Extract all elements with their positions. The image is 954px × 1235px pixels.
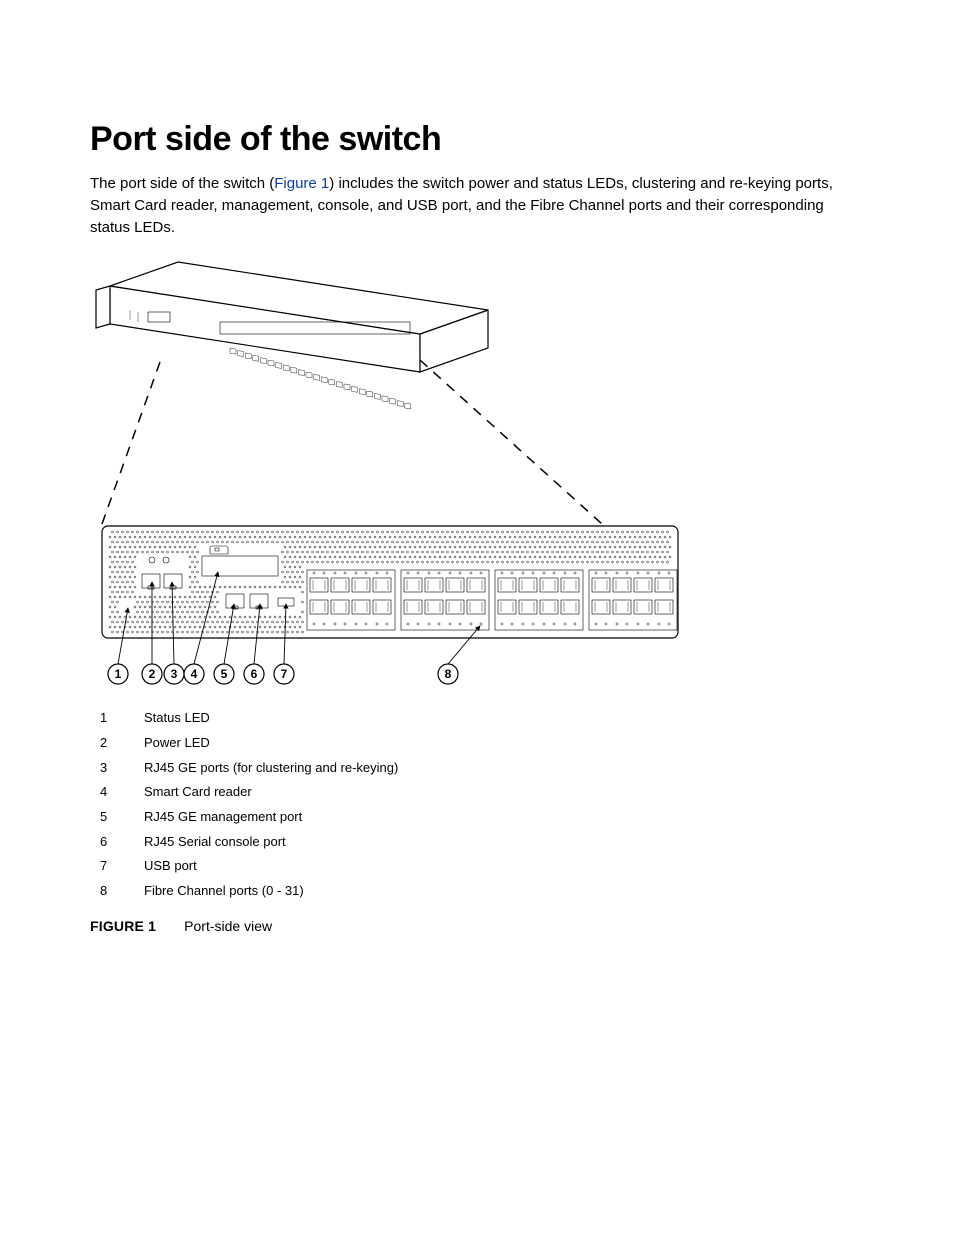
intro-text-pre: The port side of the switch ( bbox=[90, 175, 274, 192]
legend-row: 7USB port bbox=[100, 854, 864, 879]
legend-row: 8Fibre Channel ports (0 - 31) bbox=[100, 879, 864, 904]
legend-row: 3RJ45 GE ports (for clustering and re-ke… bbox=[100, 756, 864, 781]
svg-text:6: 6 bbox=[251, 667, 258, 681]
svg-text:4: 4 bbox=[191, 667, 198, 681]
legend-num: 8 bbox=[100, 879, 144, 904]
figure-link[interactable]: Figure 1 bbox=[274, 175, 329, 192]
svg-text:8: 8 bbox=[445, 667, 452, 681]
iso-chassis bbox=[96, 262, 488, 409]
legend-row: 5RJ45 GE management port bbox=[100, 805, 864, 830]
svg-text:7: 7 bbox=[281, 667, 288, 681]
svg-text:3: 3 bbox=[171, 667, 178, 681]
document-page: Port side of the switch The port side of… bbox=[0, 0, 954, 994]
legend-text: Power LED bbox=[144, 731, 210, 756]
switch-diagram-svg: 1 2 34 5 6 7 8 bbox=[90, 256, 690, 696]
legend-text: Fibre Channel ports (0 - 31) bbox=[144, 879, 304, 904]
legend-num: 2 bbox=[100, 731, 144, 756]
legend-row: 1Status LED bbox=[100, 706, 864, 731]
legend-row: 2Power LED bbox=[100, 731, 864, 756]
legend-text: RJ45 GE ports (for clustering and re-key… bbox=[144, 756, 398, 781]
legend-num: 1 bbox=[100, 706, 144, 731]
legend-num: 3 bbox=[100, 756, 144, 781]
legend-text: USB port bbox=[144, 854, 197, 879]
legend-row: 6RJ45 Serial console port bbox=[100, 830, 864, 855]
legend-text: RJ45 Serial console port bbox=[144, 830, 286, 855]
legend-text: Status LED bbox=[144, 706, 210, 731]
intro-paragraph: The port side of the switch (Figure 1) i… bbox=[90, 173, 864, 238]
figure-caption: FIGURE 1 Port-side view bbox=[90, 918, 864, 934]
svg-text:5: 5 bbox=[221, 667, 228, 681]
legend-row: 4Smart Card reader bbox=[100, 780, 864, 805]
svg-text:1: 1 bbox=[115, 667, 122, 681]
figure-caption-label: FIGURE 1 bbox=[90, 918, 156, 934]
figure-diagram: 1 2 34 5 6 7 8 bbox=[90, 256, 690, 696]
section-heading: Port side of the switch bbox=[90, 120, 864, 159]
legend-num: 4 bbox=[100, 780, 144, 805]
figure-legend: 1Status LED2Power LED3RJ45 GE ports (for… bbox=[100, 706, 864, 904]
front-panel bbox=[102, 526, 678, 638]
svg-text:2: 2 bbox=[149, 667, 156, 681]
legend-text: Smart Card reader bbox=[144, 780, 252, 805]
legend-text: RJ45 GE management port bbox=[144, 805, 302, 830]
legend-num: 6 bbox=[100, 830, 144, 855]
legend-num: 5 bbox=[100, 805, 144, 830]
figure-caption-text: Port-side view bbox=[184, 918, 272, 934]
legend-num: 7 bbox=[100, 854, 144, 879]
